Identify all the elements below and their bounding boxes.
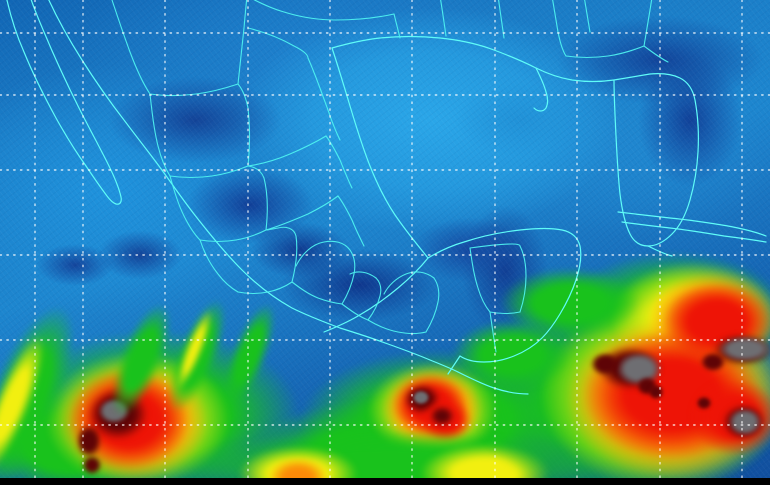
parallel-lines	[0, 32, 770, 426]
meridian-lines	[34, 0, 743, 485]
letterbox-bar	[0, 478, 770, 485]
